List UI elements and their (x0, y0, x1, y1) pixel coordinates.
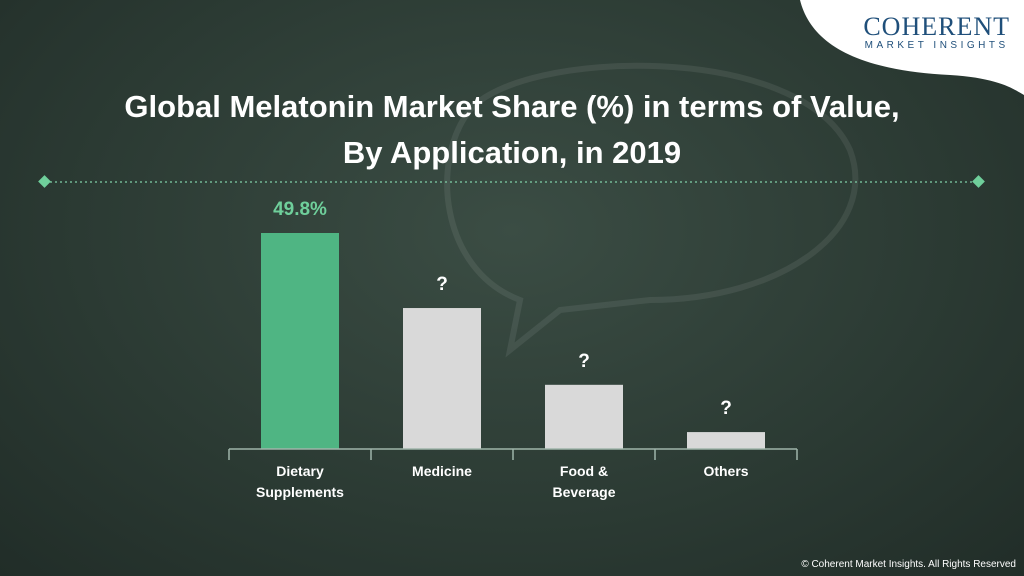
bar (545, 384, 623, 449)
data-label: ? (578, 350, 590, 372)
brand-name: COHERENT (863, 12, 1010, 41)
data-label: ? (720, 398, 732, 420)
divider-end (972, 175, 985, 188)
chalk-bubble (444, 62, 859, 358)
divider-end (38, 175, 51, 188)
bar (403, 308, 481, 449)
bar (687, 432, 765, 449)
data-label: ? (436, 274, 448, 296)
x-tick-label: Dietary Supplements (256, 463, 344, 500)
bar (261, 233, 339, 449)
brand-tagline: MARKET INSIGHTS (864, 40, 1009, 51)
chart-title: Global Melatonin Market Share (%) in ter… (124, 89, 900, 170)
footer: © Coherent Market Insights. All Rights R… (801, 559, 1016, 570)
logo-backdrop (800, 0, 1024, 95)
x-tick-label: Medicine (412, 463, 472, 479)
data-label: 49.8% (273, 199, 327, 220)
x-tick-label: Others (703, 463, 749, 479)
x-tick-label: Food & Beverage (552, 463, 616, 500)
logo: COHERENT MARKET INSIGHTS (863, 12, 1010, 51)
